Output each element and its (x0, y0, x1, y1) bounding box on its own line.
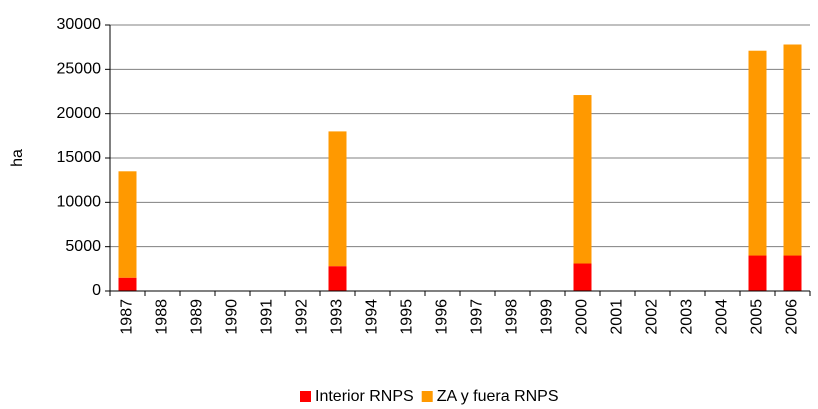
x-tick-label: 1991 (259, 299, 276, 335)
x-tick-label: 2006 (784, 299, 801, 335)
bar-segment (783, 255, 802, 291)
bar-segment (573, 263, 592, 291)
y-tick-label: 10000 (57, 194, 102, 211)
y-tick-label: 30000 (57, 16, 102, 33)
x-tick-label: 2005 (749, 299, 766, 335)
x-tick-label: 1996 (434, 299, 451, 335)
y-tick-label: 15000 (57, 149, 102, 166)
x-tick-label: 1987 (119, 299, 136, 335)
bar-segment (783, 44, 802, 256)
x-tick-label: 1993 (329, 299, 346, 335)
bar-segment (748, 50, 767, 256)
bar-segment (118, 277, 137, 291)
x-tick-label: 1988 (154, 299, 171, 335)
x-tick-label: 1989 (189, 299, 206, 335)
bar-segment (573, 95, 592, 264)
legend: Interior RNPS ZA y fuera RNPS (300, 388, 559, 405)
legend-label: ZA y fuera RNPS (437, 388, 559, 405)
y-tick-label: 0 (92, 282, 101, 299)
x-tick-label: 1995 (399, 299, 416, 335)
x-tick-label: 2001 (609, 299, 626, 335)
legend-swatch (300, 391, 311, 402)
bar-segment (748, 255, 767, 291)
legend-swatch (421, 391, 433, 402)
x-tick-label: 2000 (574, 299, 591, 335)
legend-label: Interior RNPS (315, 388, 414, 405)
x-tick-label: 1998 (504, 299, 521, 335)
y-tick-label: 25000 (57, 61, 102, 78)
x-tick-label: 1992 (294, 299, 311, 335)
x-tick-label: 1999 (539, 299, 556, 335)
x-tick-label: 2004 (714, 299, 731, 335)
y-tick-label: 5000 (65, 238, 101, 255)
bar-segment (328, 131, 347, 267)
y-tick-label: 20000 (57, 105, 102, 122)
x-tick-label: 2003 (679, 299, 696, 335)
x-tick-label: 1997 (469, 299, 486, 335)
y-axis-label: ha (9, 149, 26, 167)
x-tick-label: 1990 (224, 299, 241, 335)
x-tick-label: 1994 (364, 299, 381, 335)
x-tick-label: 2002 (644, 299, 661, 335)
bar-segment (118, 171, 137, 278)
bar-segment (328, 266, 347, 291)
